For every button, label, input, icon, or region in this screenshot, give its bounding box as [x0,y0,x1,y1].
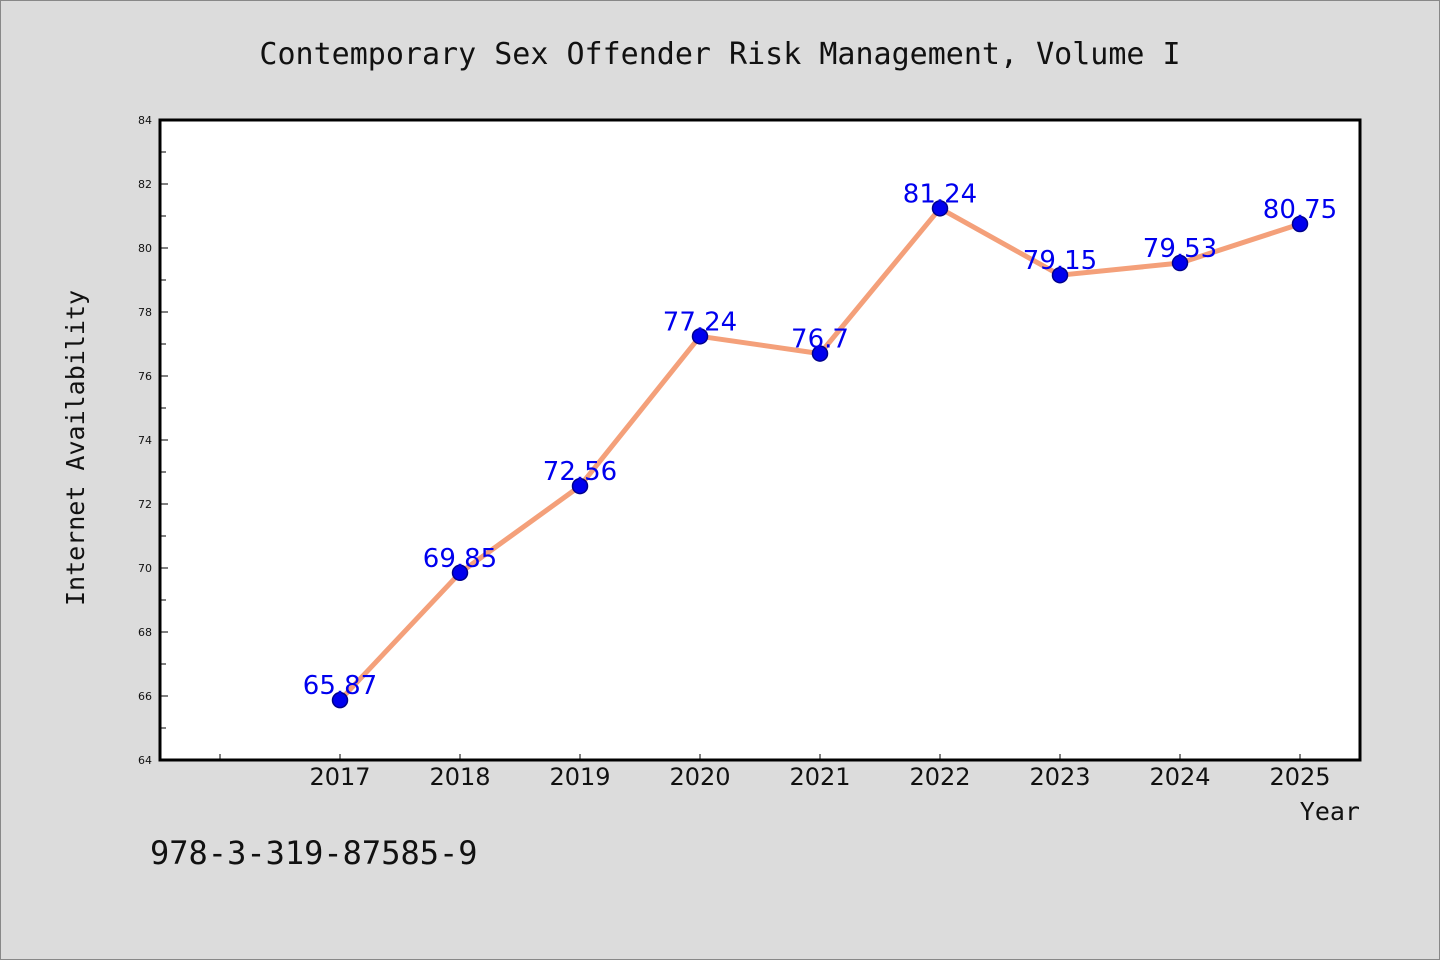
data-label: 81.24 [903,179,977,209]
data-point [691,328,709,345]
data-label: 69.85 [423,544,497,574]
x-tick-label: 2019 [549,763,610,791]
y-tick-label: 70 [138,562,152,575]
chart-title: Contemporary Sex Offender Risk Managemen… [259,37,1180,72]
data-label: 65.87 [303,671,377,701]
data-label: 79.15 [1023,246,1097,276]
x-tick-label: 2022 [909,763,970,791]
x-tick-label: 2020 [669,763,730,791]
data-point [451,564,469,582]
x-tick-label: 2017 [309,763,370,791]
data-point [571,477,589,495]
x-axis: 2017 2018 2019 2020 2021 2022 2023 2024 2025 [219,754,1331,791]
data-label: 76.7 [791,325,849,355]
data-label: 77.24 [663,307,737,337]
y-tick-label: 78 [138,306,152,319]
plot-area [158,118,1362,762]
y-tick-label: 68 [138,626,152,639]
data-point [1171,254,1189,272]
x-tick-label: 2023 [1029,763,1090,791]
y-axis-label: Internet Availability [61,290,90,606]
y-tick-label: 72 [138,498,152,511]
x-tick-label: 2018 [429,763,490,791]
y-axis: 64 66 68 70 72 74 76 78 80 82 84 [138,114,168,767]
data-point [1291,215,1309,233]
series-markers [331,200,1309,709]
data-point [811,345,829,362]
y-tick-label: 74 [138,434,152,447]
y-tick-label: 82 [138,178,152,191]
y-tick-label: 80 [138,242,152,255]
x-tick-label: 2024 [1149,763,1210,791]
x-axis-label: Year [1300,797,1360,826]
data-label: 79.53 [1143,234,1217,264]
data-point [931,200,949,217]
data-label: 80.75 [1263,195,1337,225]
data-labels: 65.87 69.85 72.56 77.24 76.7 81.24 79.15 79.53 8… [303,179,1337,701]
data-point [1051,266,1069,284]
isbn-note: 978-3-319-87585-9 [150,834,478,872]
data-label: 72.56 [543,457,617,487]
y-tick-label: 64 [138,754,152,767]
x-tick-label: 2025 [1269,763,1330,791]
data-point [331,691,349,709]
x-tick-label: 2021 [789,763,850,791]
y-tick-label: 84 [138,114,152,127]
y-tick-label: 76 [138,370,152,383]
y-tick-label: 66 [138,690,152,703]
